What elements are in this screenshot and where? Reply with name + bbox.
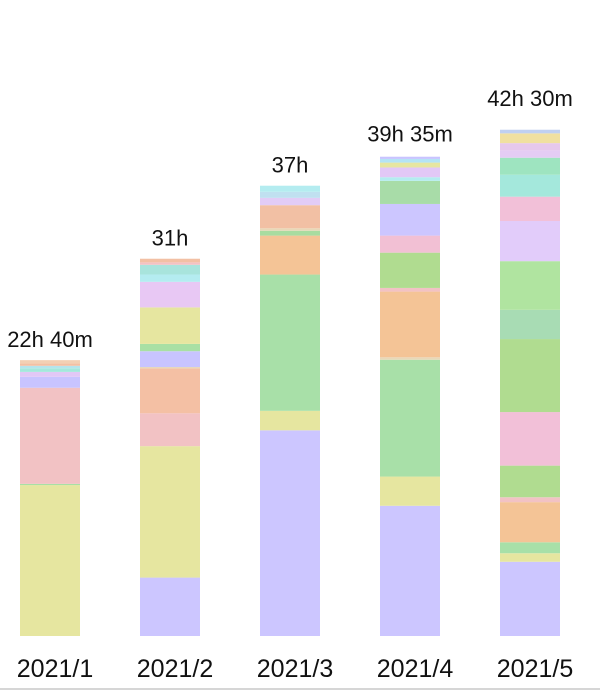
bar-segment xyxy=(500,174,560,197)
bar-segment xyxy=(140,264,200,275)
bar-segment xyxy=(500,133,560,144)
bar-segment xyxy=(500,412,560,466)
bar-segment xyxy=(380,158,440,163)
bar-segment xyxy=(260,191,320,198)
bar-total-label: 22h 40m xyxy=(7,327,93,352)
bar-segment xyxy=(140,274,200,282)
bar-total-label: 42h 30m xyxy=(487,86,573,111)
bar-segment xyxy=(140,367,200,369)
bar-segment xyxy=(380,359,440,477)
bar-total-label: 37h xyxy=(272,153,309,178)
bar-segment xyxy=(20,485,80,636)
bar-segment xyxy=(380,180,440,204)
bar-segment xyxy=(140,351,200,368)
bar-segment xyxy=(500,150,560,158)
bar-segment xyxy=(380,162,440,168)
bar-segment xyxy=(20,483,80,486)
bar-segment xyxy=(140,446,200,578)
bar-segment xyxy=(380,505,440,636)
bar-segment xyxy=(260,410,320,431)
bar-segment xyxy=(20,368,80,372)
bar-segment xyxy=(500,157,560,175)
bar-segment xyxy=(380,235,440,253)
bar-segment xyxy=(500,502,560,543)
bar-segment xyxy=(140,343,200,352)
bar-segment xyxy=(380,291,440,358)
bar-segment xyxy=(380,357,440,360)
bar-segment xyxy=(500,309,560,340)
bar-segment xyxy=(380,476,440,506)
x-tick-labels-group: 2021/1 2021/2 2021/3 2021/4 2021/5 xyxy=(17,655,573,683)
bar-segment xyxy=(500,339,560,413)
x-tick-label: 2021/5 xyxy=(497,655,573,683)
total-labels-group: 22h 40m 31h 37h 39h 35m 42h 30m xyxy=(7,86,573,352)
x-tick-label: 2021/4 xyxy=(377,655,454,683)
bar-segment xyxy=(260,430,320,636)
bar-segment xyxy=(500,465,560,498)
bar-segment xyxy=(500,553,560,562)
bar-segment xyxy=(20,363,80,366)
bar-segment xyxy=(260,228,320,231)
bar-segment xyxy=(260,205,320,229)
bar-segment xyxy=(500,221,560,262)
bar-segment xyxy=(260,230,320,236)
bar-segment xyxy=(20,371,80,377)
bar-segment xyxy=(500,542,560,554)
bar-segment xyxy=(20,387,80,484)
bar-segment xyxy=(20,365,80,369)
bar-segment xyxy=(20,376,80,388)
bar-total-label: 31h xyxy=(152,226,189,251)
bar-segment xyxy=(380,203,440,236)
bar-segment xyxy=(20,360,80,364)
bar-segment xyxy=(500,261,560,310)
bar-segment xyxy=(140,368,200,414)
bar-segment xyxy=(140,262,200,265)
bar-segment xyxy=(260,235,320,275)
x-tick-label: 2021/1 xyxy=(17,655,93,683)
x-tick-label: 2021/2 xyxy=(137,655,213,683)
bar-segment xyxy=(260,274,320,411)
bar-segment xyxy=(380,156,440,159)
bar-segment xyxy=(380,252,440,288)
bar-segment xyxy=(140,577,200,636)
bar-segment xyxy=(500,143,560,151)
bar-segment xyxy=(260,185,320,192)
bar-segment xyxy=(380,177,440,181)
bar-segment xyxy=(380,287,440,292)
x-tick-label: 2021/3 xyxy=(257,655,333,683)
bar-segment xyxy=(140,258,200,263)
bar-segment xyxy=(500,196,560,221)
bar-segment xyxy=(260,197,320,206)
bar-segment xyxy=(140,281,200,308)
bars-group xyxy=(20,129,560,636)
bar-segment xyxy=(500,129,560,134)
bar-total-label: 39h 35m xyxy=(367,121,453,146)
bar-segment xyxy=(380,167,440,178)
bar-segment xyxy=(140,307,200,344)
bar-segment xyxy=(140,413,200,447)
bar-segment xyxy=(500,497,560,503)
bar-segment xyxy=(500,561,560,636)
